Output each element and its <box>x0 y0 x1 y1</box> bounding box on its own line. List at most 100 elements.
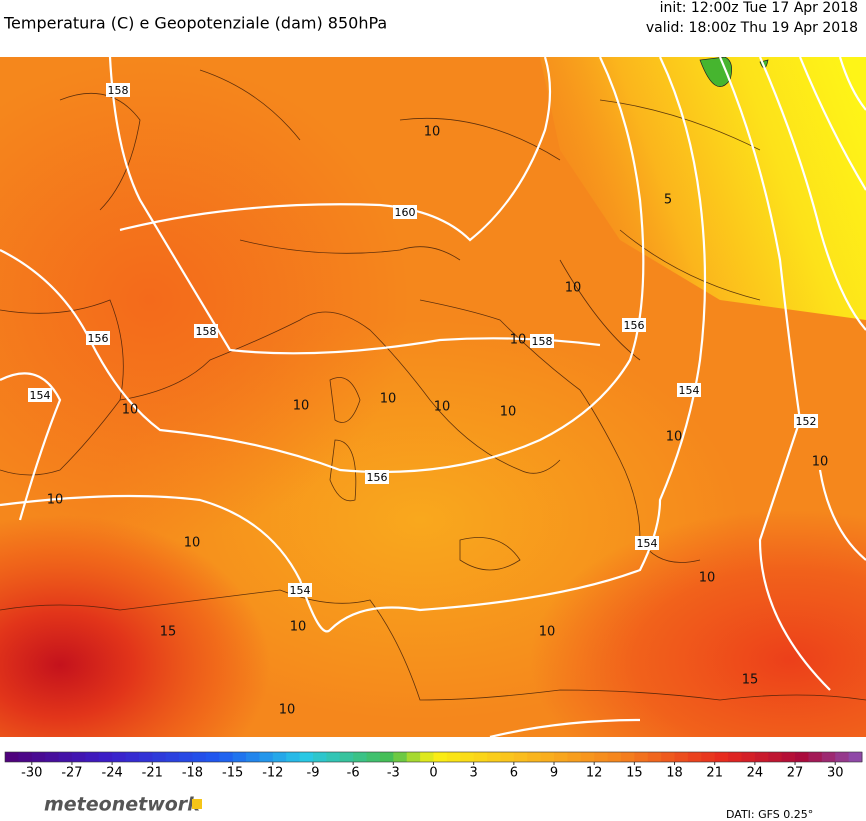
colorbar-swatch <box>473 752 488 762</box>
colorbar-swatch <box>768 752 783 762</box>
colorbar-swatch <box>179 752 193 762</box>
temperature-label: 10 <box>500 405 517 420</box>
colorbar-tick-label: 6 <box>510 766 518 781</box>
colorbar-swatch <box>741 752 756 762</box>
geopotential-label-box <box>106 83 130 97</box>
colorbar-swatch <box>286 752 301 762</box>
colorbar-swatch <box>848 752 863 762</box>
geopotential-label: 158 <box>108 84 129 97</box>
temperature-label: 15 <box>160 625 177 640</box>
colorbar-swatch <box>701 752 716 762</box>
colorbar-swatch <box>607 752 622 762</box>
geopotential-label: 156 <box>367 471 388 484</box>
temperature-label: 10 <box>184 536 201 551</box>
colorbar-tick-label: 24 <box>747 766 764 781</box>
colorbar-swatch <box>795 752 809 762</box>
geopotential-label: 154 <box>679 384 700 397</box>
geopotential-label-box <box>194 324 218 338</box>
colorbar-swatch <box>138 752 153 762</box>
colorbar-swatch <box>500 752 515 762</box>
temperature-label: 10 <box>290 620 307 635</box>
geopotential-label: 154 <box>637 537 658 550</box>
geopotential-label: 152 <box>796 415 817 428</box>
temperature-label: 10 <box>539 625 556 640</box>
colorbar-swatch <box>98 752 113 762</box>
colorbar-tick-label: 21 <box>706 766 723 781</box>
geopotential-label-box <box>288 583 312 597</box>
temperature-label: 10 <box>293 399 310 414</box>
temperature-label: 10 <box>565 281 582 296</box>
colorbar-swatch <box>487 752 501 762</box>
geopotential-label-box <box>28 388 52 402</box>
colorbar-swatch <box>540 752 555 762</box>
colorbar-tick-label: -27 <box>61 766 82 781</box>
colorbar-swatch <box>326 752 341 762</box>
colorbar-tick-label: -18 <box>182 766 203 781</box>
colorbar-tick-label: -3 <box>387 766 400 781</box>
colorbar-swatch <box>754 752 769 762</box>
colorbar-swatch <box>808 752 823 762</box>
colorbar-swatch <box>18 752 33 762</box>
colorbar-swatch <box>219 752 234 762</box>
geopotential-label-box <box>365 470 389 484</box>
temperature-label: 10 <box>812 455 829 470</box>
colorbar-swatch <box>580 752 595 762</box>
colorbar-swatch <box>152 752 167 762</box>
colorbar-swatch <box>393 752 408 762</box>
colorbar-swatch <box>620 752 635 762</box>
colorbar-tick-label: 3 <box>470 766 478 781</box>
colorbar-swatch <box>58 752 73 762</box>
temperature-label: 10 <box>47 493 64 508</box>
colorbar-swatch <box>192 752 207 762</box>
colorbar-swatch <box>821 752 836 762</box>
geopotential-label: 156 <box>624 319 645 332</box>
valid-time: valid: 18:00z Thu 19 Apr 2018 <box>646 20 858 36</box>
colorbar-swatch <box>460 752 475 762</box>
geopotential-label-box <box>794 414 818 428</box>
colorbar-swatch <box>339 752 354 762</box>
temperature-label: 10 <box>424 125 441 140</box>
geopotential-label-box <box>393 205 417 219</box>
geopotential-label-box <box>622 318 646 332</box>
colorbar-swatch <box>312 752 327 762</box>
logo: meteonetwork <box>44 794 202 816</box>
colorbar-swatch <box>366 752 381 762</box>
colorbar-swatch <box>71 752 86 762</box>
geopotential-label-box <box>635 536 659 550</box>
colorbar-tick-label: 27 <box>787 766 804 781</box>
colorbar-swatch <box>85 752 100 762</box>
colorbar-swatch <box>246 752 260 762</box>
colorbar-tick-label: -6 <box>347 766 360 781</box>
colorbar-tick-label: 12 <box>586 766 603 781</box>
colorbar-tick-label: 18 <box>666 766 683 781</box>
colorbar-swatch <box>5 752 19 762</box>
colorbar-swatch <box>835 752 850 762</box>
colorbar-swatch <box>31 752 46 762</box>
colorbar-swatch <box>420 752 434 762</box>
colorbar-tick-label: -30 <box>21 766 42 781</box>
temperature-label: 5 <box>664 193 672 208</box>
colorbar-swatch <box>379 752 394 762</box>
temperature-label: 10 <box>510 333 527 348</box>
colorbar-swatch <box>299 752 314 762</box>
colorbar-swatch <box>125 752 140 762</box>
logo-square <box>192 799 202 809</box>
data-source: DATI: GFS 0.25° <box>726 808 813 821</box>
temperature-label: 10 <box>279 703 296 718</box>
colorbar-swatch <box>634 752 649 762</box>
temperature-label: 10 <box>434 400 451 415</box>
colorbar-swatch <box>433 752 448 762</box>
colorbar-swatch <box>353 752 368 762</box>
temperature-label: 15 <box>742 673 759 688</box>
colorbar-swatch <box>259 752 274 762</box>
colorbar-tick-label: -24 <box>102 766 123 781</box>
colorbar-swatch <box>165 752 180 762</box>
colorbar-tick-label: -15 <box>222 766 243 781</box>
temperature-label: 10 <box>380 392 397 407</box>
geopotential-label: 158 <box>196 325 217 338</box>
colorbar-swatch <box>647 752 662 762</box>
temperature-label: 10 <box>122 403 139 418</box>
geopotential-label-box <box>530 334 554 348</box>
colorbar-swatch <box>781 752 796 762</box>
